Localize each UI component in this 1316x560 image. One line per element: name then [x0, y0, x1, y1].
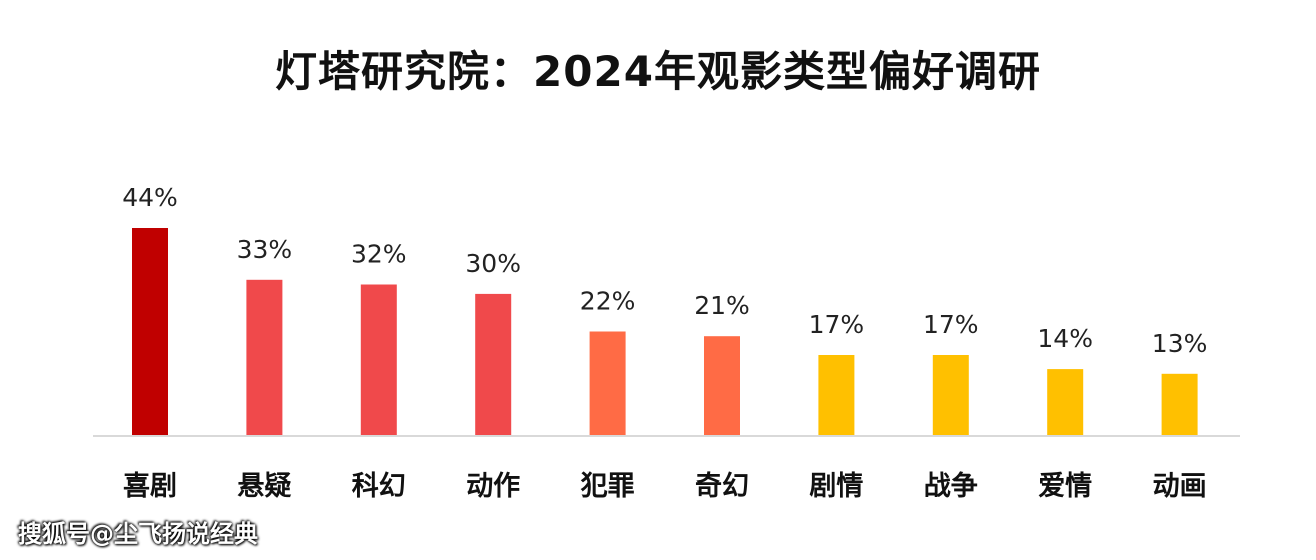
value-label-奇幻: 21% [694, 291, 750, 320]
category-label-奇幻: 奇幻 [695, 471, 749, 502]
bar-犯罪 [589, 331, 626, 435]
watermark-text: 搜狐号@尘飞扬说经典 [18, 520, 258, 548]
category-label-动作: 动作 [466, 471, 520, 502]
bar-剧情 [818, 355, 855, 435]
value-label-悬疑: 33% [237, 235, 293, 264]
bar-喜剧 [132, 228, 168, 435]
category-label-悬疑: 悬疑 [237, 471, 291, 502]
value-label-剧情: 17% [809, 310, 865, 339]
bar-爱情 [1047, 369, 1084, 435]
chart-title: 灯塔研究院：2024年观影类型偏好调研 [275, 47, 1041, 96]
category-label-动画: 动画 [1153, 471, 1207, 502]
bar-战争 [932, 355, 969, 435]
value-label-犯罪: 22% [580, 287, 636, 316]
value-label-爱情: 14% [1037, 324, 1093, 353]
bar-动作 [475, 293, 512, 435]
value-label-战争: 17% [923, 310, 979, 339]
value-label-科幻: 32% [351, 240, 407, 269]
category-label-犯罪: 犯罪 [581, 471, 635, 502]
category-label-剧情: 剧情 [809, 471, 863, 502]
category-labels-layer: 喜剧 悬疑 科幻 动作 犯罪 奇幻 剧情 战争 爱情 动画 [123, 471, 1207, 502]
bar-科幻 [360, 284, 397, 435]
value-label-喜剧: 44% [122, 183, 178, 212]
value-label-动画: 13% [1152, 329, 1208, 358]
category-label-喜剧: 喜剧 [123, 471, 177, 502]
bars-layer [132, 228, 1198, 436]
value-label-动作: 30% [465, 249, 521, 278]
category-label-科幻: 科幻 [352, 471, 406, 502]
bar-奇幻 [704, 336, 740, 435]
category-label-爱情: 爱情 [1038, 471, 1092, 502]
value-labels-layer: 44% 33% 32% 30% 22% 21% 17% 17% 14% 13% [122, 183, 1207, 358]
bar-动画 [1161, 373, 1198, 435]
category-label-战争: 战争 [924, 471, 978, 502]
bar-悬疑 [246, 279, 283, 436]
